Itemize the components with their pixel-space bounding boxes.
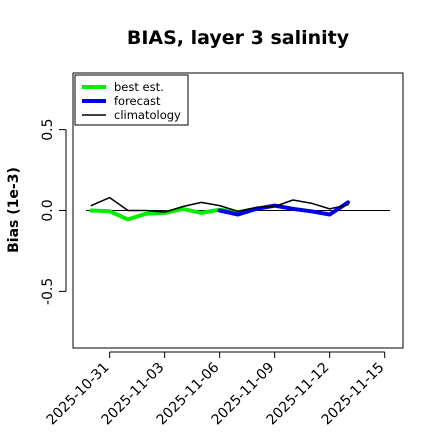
y-tick-label: 0.0: [40, 199, 56, 221]
y-axis: -0.5 0.0 0.5: [40, 118, 67, 305]
y-tick-label: 0.5: [40, 118, 56, 140]
x-axis: 2025-10-312025-11-032025-11-062025-11-09…: [44, 351, 387, 428]
series-line-climatology: [90, 196, 349, 213]
legend-label-forecast: forecast: [114, 94, 161, 108]
legend-label-climatology: climatology: [114, 108, 181, 122]
chart-title: BIAS, layer 3 salinity: [127, 27, 350, 49]
series-layer: [89, 196, 350, 222]
y-axis-label: Bias (1e-3): [6, 167, 22, 253]
legend-label-best-est: best est.: [114, 80, 164, 94]
plot-frame: [72, 72, 404, 349]
y-tick-label: -0.5: [40, 278, 56, 305]
series-line-forecast: [217, 200, 350, 217]
